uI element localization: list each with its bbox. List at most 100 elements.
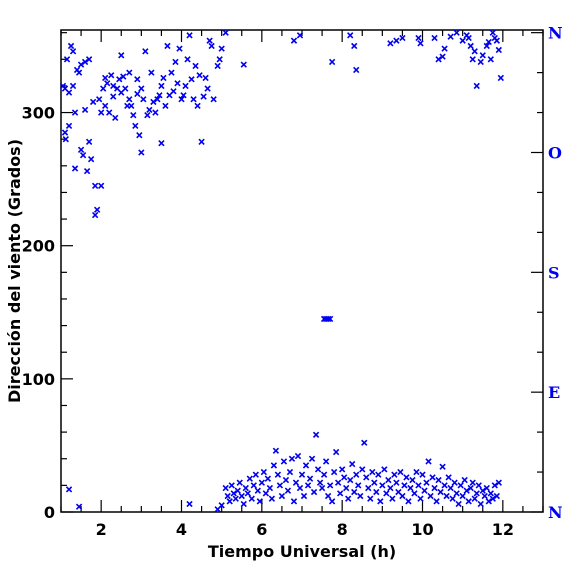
data-point [224,492,231,500]
data-point [248,495,255,502]
compass-label: S [548,263,560,282]
data-point [369,468,376,476]
data-point [401,482,408,489]
data-point [138,149,145,156]
data-point [357,492,364,500]
data-point [240,61,247,68]
data-point [415,482,422,489]
data-point [280,458,288,465]
data-point [479,52,486,59]
data-point [274,471,282,478]
data-point [475,482,482,489]
data-point [487,490,494,497]
data-point [493,492,500,500]
data-point [334,479,342,486]
data-point [355,482,362,489]
data-point [473,82,480,90]
data-point [461,476,468,484]
data-point [425,458,432,465]
data-point [77,146,85,153]
data-point [481,492,488,500]
data-point [85,56,93,63]
data-point [312,431,320,438]
data-point [270,462,278,469]
data-point [485,38,492,46]
data-point [178,96,185,103]
data-point [471,495,478,502]
data-point [116,76,123,83]
data-point [435,476,442,484]
data-point [318,484,326,492]
data-point [415,34,422,42]
y-tick-label: 0 [44,503,55,522]
data-point [371,479,378,486]
data-point [290,37,298,44]
data-point [180,92,187,99]
data-point [367,495,374,502]
data-point [447,33,454,40]
data-point [345,495,352,502]
data-point [467,484,474,492]
data-point [132,122,139,130]
x-tick-label: 2 [96,520,107,539]
data-point [497,74,504,82]
data-point [190,96,197,103]
data-point [332,448,340,456]
x-tick-label: 8 [337,520,348,539]
data-point [330,468,338,476]
data-point [477,500,484,508]
data-point [457,482,464,489]
data-point [154,96,161,103]
data-point [393,479,400,486]
data-point [77,61,85,68]
data-point [98,109,105,116]
data-point [443,492,450,500]
data-point [106,109,113,116]
data-point [483,484,490,492]
data-point [413,468,420,476]
data-point [272,447,280,454]
data-point [423,479,430,486]
data-point [71,109,79,116]
y-tick-label: 300 [22,104,55,123]
data-point [302,462,310,469]
data-point [439,53,446,60]
data-point [98,182,105,189]
data-point [120,73,127,80]
data-point [216,56,223,63]
data-point [104,80,111,87]
compass-label: N [548,503,563,522]
data-point [276,482,284,489]
data-point [162,102,169,110]
data-point [353,66,360,74]
data-point [431,34,438,42]
data-point [308,455,316,462]
data-point [62,136,69,143]
data-point [435,56,442,63]
data-point [186,500,193,508]
data-point [473,490,480,497]
data-point [67,42,75,50]
data-point [102,74,109,82]
data-point [419,471,426,478]
data-point [196,72,203,79]
data-point [487,56,494,63]
data-point [316,479,324,486]
data-point [170,88,177,95]
data-point [489,29,496,36]
data-point [65,89,73,96]
data-point [385,476,392,484]
data-point [336,490,344,497]
data-point [286,468,294,476]
data-point [306,475,314,482]
data-point [339,466,346,473]
data-point [328,58,336,66]
plot-frame [60,29,544,513]
data-point [304,482,312,489]
data-point [262,490,270,497]
data-point [347,476,354,484]
data-point [373,488,380,496]
data-point [228,482,235,489]
data-point [134,90,141,98]
data-point [361,439,368,446]
